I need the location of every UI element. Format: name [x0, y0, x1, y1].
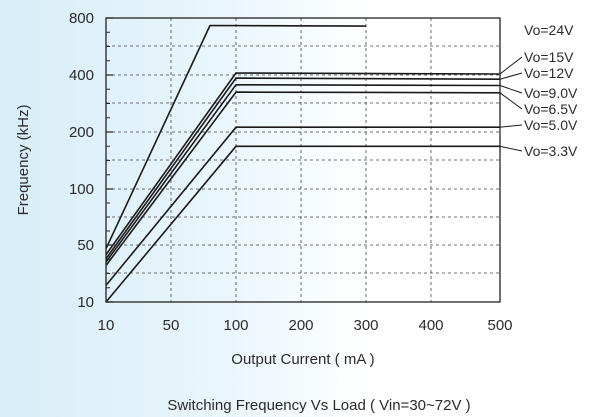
series-line-vo-15v: [105, 72, 501, 256]
series-line-vo-9-0v: [105, 84, 501, 263]
y-axis-title: Frequency (kHz): [15, 105, 32, 216]
y-tick-label-400: 400: [69, 67, 94, 84]
leader-vo-12v: [499, 72, 523, 80]
y-tick-label-100: 100: [69, 181, 94, 198]
leader-vo-6-5v: [499, 92, 523, 110]
y-tick-label-200: 200: [69, 124, 94, 141]
x-tick-label-500: 500: [487, 317, 512, 334]
y-tick-label-800: 800: [69, 10, 94, 27]
x-tick-label-100: 100: [223, 317, 248, 334]
series-label-vo-9-0v: Vo=9.0V: [524, 85, 578, 101]
x-tick-label-300: 300: [353, 317, 378, 334]
label-leaders: [499, 56, 523, 152]
series-line-vo-24v: [105, 24, 367, 250]
grid: [106, 18, 500, 302]
y-tick-label-50: 50: [77, 237, 94, 254]
series-label-vo-15v: Vo=15V: [524, 49, 574, 65]
series-line-vo-12v: [105, 77, 501, 260]
series-line-vo-3-3v: [105, 145, 500, 303]
series-label-vo-3-3v: Vo=3.3V: [524, 143, 578, 159]
x-axis-ticks: 10 50 100 200 300 400 500: [98, 317, 513, 334]
series-label-vo-5-0v: Vo=5.0V: [524, 117, 578, 133]
leader-vo-5-0v: [499, 124, 523, 128]
series-line-vo-5-0v: [105, 126, 500, 286]
leader-vo-3-3v: [499, 145, 523, 152]
x-tick-label-400: 400: [418, 317, 443, 334]
series-curves: [105, 24, 501, 303]
y-tick-label-10: 10: [77, 294, 94, 311]
leader-vo-15v: [499, 56, 523, 75]
chart-title: Switching Frequency Vs Load ( Vin=30~72V…: [167, 397, 470, 414]
series-label-vo-12v: Vo=12V: [524, 65, 574, 81]
x-axis-title: Output Current ( mA ): [231, 351, 374, 368]
x-tick-label-10: 10: [98, 317, 115, 334]
leader-vo-9-0v: [499, 85, 523, 94]
x-tick-label-200: 200: [288, 317, 313, 334]
series-label-vo-24v: Vo=24V: [524, 22, 574, 38]
plot-frame: [105, 17, 501, 303]
series-line-vo-6-5v: [105, 91, 501, 266]
series-label-vo-6-5v: Vo=6.5V: [524, 101, 578, 117]
y-axis-ticks: 10 50 100 200 400 800: [69, 10, 113, 311]
x-tick-label-50: 50: [163, 317, 180, 334]
